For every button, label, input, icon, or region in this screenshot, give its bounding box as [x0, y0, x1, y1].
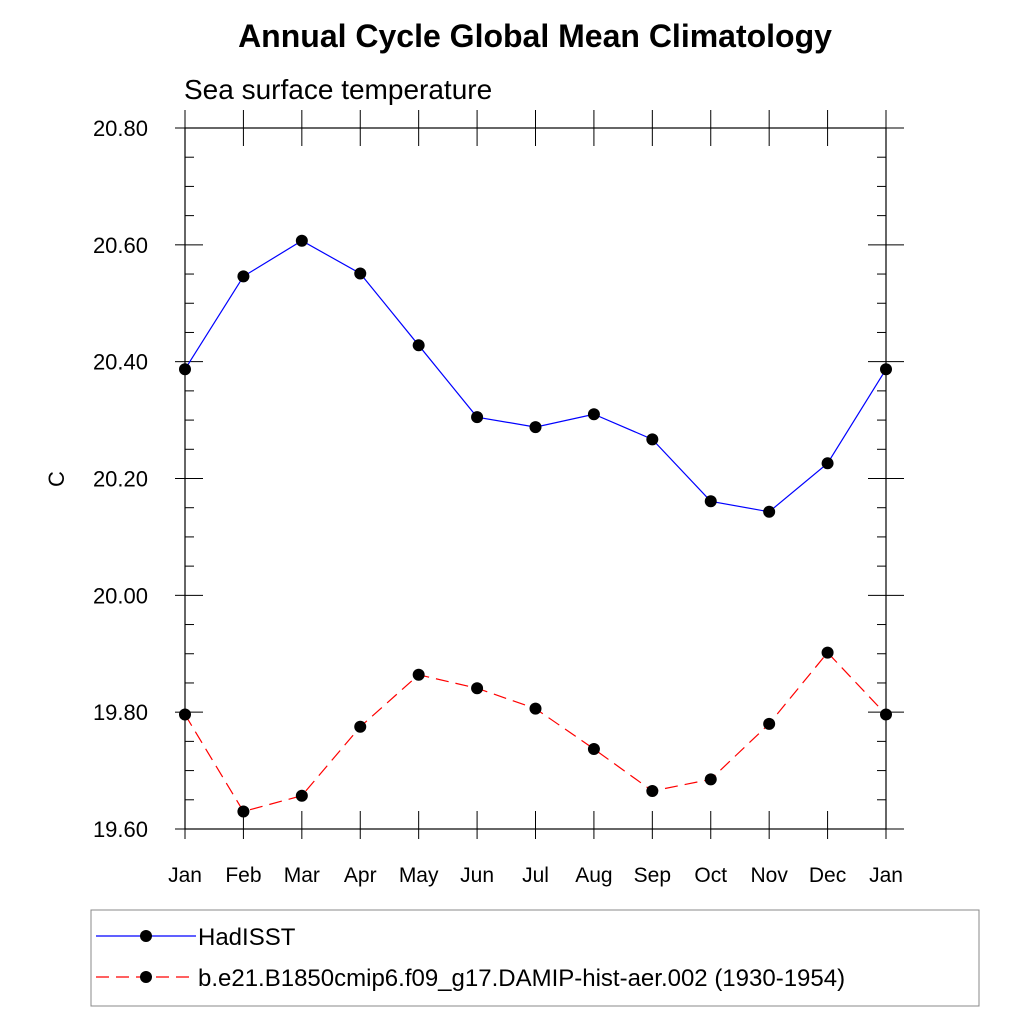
- y-tick-label: 19.80: [93, 700, 148, 725]
- data-point: [295, 234, 308, 247]
- data-point: [179, 363, 191, 376]
- y-tick-label: 20.20: [93, 467, 148, 492]
- data-point: [179, 708, 191, 721]
- data-point: [354, 720, 367, 733]
- data-point: [587, 742, 600, 755]
- data-point: [763, 505, 776, 518]
- x-tick-label: Jul: [522, 864, 549, 887]
- chart-subtitle: Sea surface temperature: [184, 74, 492, 105]
- data-point: [763, 717, 776, 730]
- data-point: [471, 411, 484, 424]
- data-point: [704, 495, 717, 508]
- y-tick-label: 20.80: [93, 116, 148, 141]
- legend-marker: [140, 930, 152, 942]
- plot-frame: [184, 127, 887, 830]
- x-tick-label: Nov: [750, 864, 788, 887]
- data-point: [412, 668, 425, 681]
- y-tick-label: 20.40: [93, 350, 148, 375]
- x-tick-label: Sep: [634, 864, 671, 887]
- series-line: [184, 651, 887, 813]
- data-point: [646, 785, 659, 798]
- axis-tick-labels: 20.80 20.60 20.40 20.20 20.00 19.80 19.60 Jan Fe…: [93, 116, 903, 887]
- data-point: [237, 805, 250, 818]
- x-tick-label: Jun: [460, 864, 494, 887]
- data-point: [880, 708, 892, 721]
- data-point: [821, 646, 834, 659]
- x-tick-label: Dec: [809, 864, 846, 887]
- data-point: [295, 789, 308, 802]
- series-line: [184, 240, 887, 513]
- series-2: [179, 646, 892, 818]
- data-point: [354, 267, 367, 280]
- x-tick-label: Oct: [694, 864, 727, 887]
- axis-ticks: [175, 110, 904, 839]
- data-point: [529, 702, 542, 715]
- data-point: [880, 363, 892, 376]
- y-tick-label: 19.60: [93, 817, 148, 842]
- legend-box: [90, 909, 980, 1007]
- y-axis-label: C: [44, 471, 69, 487]
- data-point: [412, 339, 425, 352]
- x-tick-label: Jan: [869, 864, 903, 887]
- data-point: [821, 457, 834, 470]
- legend-marker: [140, 971, 152, 983]
- chart-title: Annual Cycle Global Mean Climatology: [238, 18, 832, 54]
- x-tick-label: Aug: [575, 864, 612, 887]
- series-layer: [179, 234, 892, 818]
- x-tick-label: Mar: [284, 864, 320, 887]
- y-tick-label: 20.00: [93, 583, 148, 608]
- y-tick-label: 20.60: [93, 233, 148, 258]
- data-point: [237, 270, 250, 283]
- legend: HadISST b.e21.B1850cmip6.f09_g17.DAMIP-hi…: [90, 909, 980, 1007]
- x-tick-label: May: [399, 864, 439, 887]
- x-tick-label: Feb: [225, 864, 261, 887]
- x-tick-label: Jan: [168, 864, 202, 887]
- data-point: [704, 773, 717, 786]
- x-tick-label: Apr: [344, 864, 377, 887]
- series-1: [179, 234, 892, 518]
- data-point: [587, 408, 600, 421]
- plot-border: [184, 127, 887, 830]
- data-point: [529, 421, 542, 434]
- legend-label: HadISST: [198, 924, 296, 951]
- data-point: [471, 682, 484, 695]
- legend-label: b.e21.B1850cmip6.f09_g17.DAMIP-hist-aer.…: [198, 965, 845, 992]
- data-point: [646, 433, 659, 446]
